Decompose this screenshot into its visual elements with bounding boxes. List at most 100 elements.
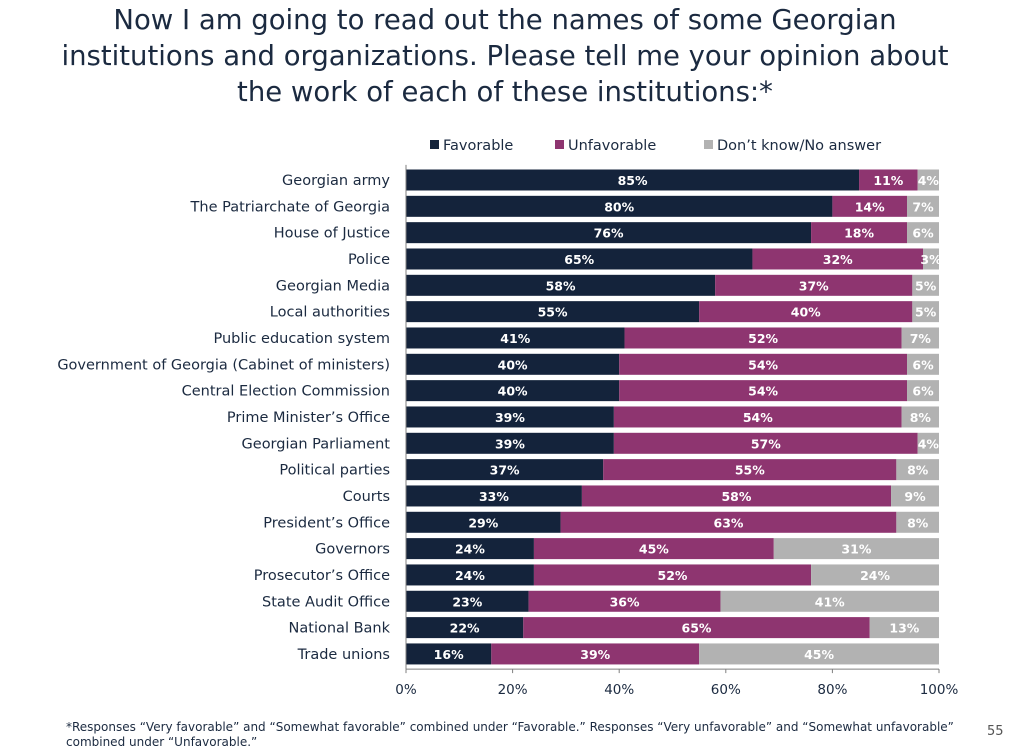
bar-1-4 — [715, 274, 913, 296]
bar-1-17 — [523, 617, 870, 639]
category-label-9: Prime Minister’s Office — [227, 410, 390, 426]
category-label-7: Government of Georgia (Cabinet of minist… — [57, 357, 390, 373]
category-label-4: Georgian Media — [276, 278, 390, 294]
category-label-13: President’s Office — [263, 515, 390, 531]
bar-2-14 — [773, 538, 939, 560]
bar-1-10 — [613, 432, 918, 454]
bar-0-7 — [406, 353, 620, 375]
data-label-0-8: 40% — [498, 384, 528, 399]
bar-1-13 — [560, 511, 897, 533]
data-label-0-1: 80% — [604, 199, 634, 214]
bar-0-16 — [406, 590, 529, 612]
data-label-1-1: 14% — [855, 199, 885, 214]
data-label-0-4: 58% — [546, 278, 576, 293]
data-label-0-9: 39% — [495, 410, 525, 425]
data-label-0-18: 16% — [434, 647, 464, 662]
bar-2-15 — [811, 564, 939, 586]
bar-1-15 — [533, 564, 812, 586]
bar-0-8 — [406, 380, 620, 402]
data-label-2-7: 6% — [912, 357, 934, 372]
data-label-0-0: 85% — [618, 173, 648, 188]
data-label-2-3: 3% — [920, 252, 942, 267]
bar-1-1 — [832, 195, 908, 217]
bar-0-14 — [406, 538, 534, 560]
footnote: *Responses “Very favorable” and “Somewha… — [66, 720, 954, 749]
data-label-0-10: 39% — [495, 436, 525, 451]
bar-0-3 — [406, 248, 753, 270]
category-label-14: Governors — [315, 542, 390, 558]
bar-1-18 — [491, 643, 700, 665]
bar-0-1 — [406, 195, 833, 217]
bar-0-2 — [406, 222, 812, 244]
bar-1-2 — [811, 222, 908, 244]
data-label-0-11: 37% — [490, 463, 520, 478]
data-label-0-7: 40% — [498, 357, 528, 372]
data-label-1-6: 52% — [748, 331, 778, 346]
data-label-0-12: 33% — [479, 489, 509, 504]
bar-1-0 — [859, 169, 918, 191]
page-number: 55 — [987, 724, 1004, 739]
bar-0-10 — [406, 432, 614, 454]
bar-2-7 — [907, 353, 939, 375]
category-label-3: Police — [348, 252, 390, 268]
data-label-2-8: 6% — [912, 384, 934, 399]
bar-1-8 — [619, 380, 908, 402]
legend-item-0: Favorable — [430, 138, 513, 154]
legend-label-2: Don’t know/No answer — [717, 138, 881, 154]
legend-swatch-0 — [430, 140, 439, 149]
category-label-15: Prosecutor’s Office — [254, 568, 390, 584]
bar-0-18 — [406, 643, 492, 665]
legend-item-2: Don’t know/No answer — [704, 138, 881, 154]
bar-1-3 — [752, 248, 924, 270]
x-tick-label-4: 80% — [817, 682, 847, 698]
bar-1-6 — [624, 327, 902, 349]
chart-title: Now I am going to read out the names of … — [0, 2, 1010, 110]
legend-label-1: Unfavorable — [568, 138, 656, 154]
data-label-1-10: 57% — [751, 436, 781, 451]
bar-0-13 — [406, 511, 561, 533]
data-label-1-12: 58% — [721, 489, 751, 504]
bar-0-12 — [406, 485, 582, 507]
data-label-1-9: 54% — [743, 410, 773, 425]
data-label-0-2: 76% — [594, 226, 624, 241]
data-label-2-2: 6% — [912, 226, 934, 241]
bar-0-5 — [406, 301, 700, 323]
data-label-0-13: 29% — [468, 515, 498, 530]
x-tick-label-5: 100% — [920, 682, 959, 698]
bar-0-4 — [406, 274, 716, 296]
bar-0-0 — [406, 169, 860, 191]
title-line-1: Now I am going to read out the names of … — [113, 4, 897, 36]
data-label-1-16: 36% — [610, 594, 640, 609]
bar-2-3 — [923, 248, 939, 270]
category-label-5: Local authorities — [270, 305, 390, 321]
category-label-17: National Bank — [289, 621, 391, 637]
bar-1-12 — [581, 485, 892, 507]
bar-2-8 — [907, 380, 939, 402]
category-label-8: Central Election Commission — [182, 384, 390, 400]
data-label-0-6: 41% — [500, 331, 530, 346]
category-label-1: The Patriarchate of Georgia — [190, 199, 390, 215]
title-line-2: institutions and organizations. Please t… — [61, 40, 949, 72]
bar-2-16 — [720, 590, 939, 612]
data-label-0-16: 23% — [452, 594, 482, 609]
data-label-1-3: 32% — [823, 252, 853, 267]
bar-2-0 — [917, 169, 939, 191]
bar-0-6 — [406, 327, 625, 349]
data-label-1-8: 54% — [748, 384, 778, 399]
data-label-1-5: 40% — [791, 305, 821, 320]
category-label-2: House of Justice — [274, 226, 390, 242]
legend-swatch-1 — [555, 140, 564, 149]
bar-2-18 — [699, 643, 939, 665]
data-label-1-14: 45% — [639, 542, 669, 557]
x-tick-label-1: 20% — [498, 682, 528, 698]
data-label-1-4: 37% — [799, 278, 829, 293]
bar-1-7 — [619, 353, 908, 375]
bar-2-9 — [901, 406, 939, 428]
bar-2-6 — [901, 327, 939, 349]
data-label-2-16: 41% — [815, 594, 845, 609]
bar-1-11 — [603, 459, 897, 481]
data-label-0-14: 24% — [455, 542, 485, 557]
category-label-6: Public education system — [214, 331, 391, 347]
data-label-2-1: 7% — [912, 199, 934, 214]
bar-0-15 — [406, 564, 534, 586]
